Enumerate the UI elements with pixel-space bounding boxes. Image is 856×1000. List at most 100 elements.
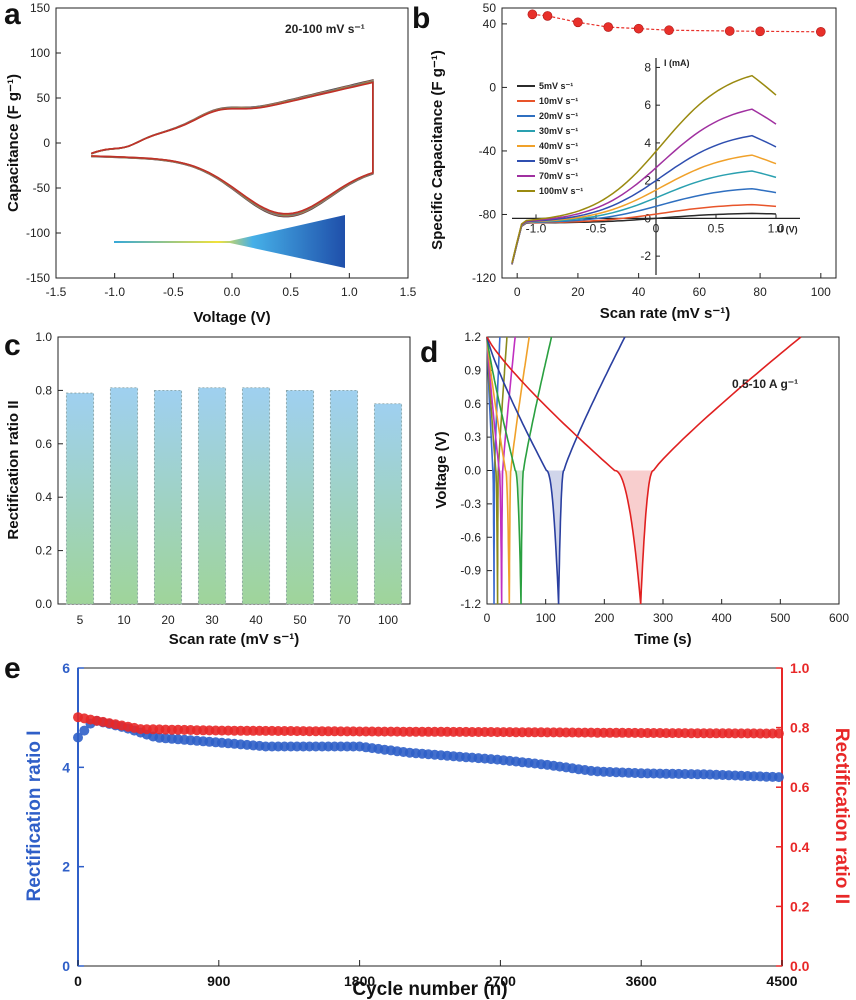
panel-e-x-tick-label: 3600 bbox=[626, 973, 657, 989]
panel-b-x-label: Scan rate (mV s⁻¹) bbox=[600, 305, 730, 322]
panel-label-b: b bbox=[412, 2, 430, 35]
panel-d-x-tick-label: 200 bbox=[594, 611, 614, 625]
panel-e-x-tick-label: 900 bbox=[207, 973, 231, 989]
panel-e-left-tick-label: 6 bbox=[62, 660, 70, 676]
panel-a-y-tick-label: -50 bbox=[33, 181, 51, 195]
panel-c-x-tick-label: 50 bbox=[293, 613, 307, 627]
panel-label-c: c bbox=[4, 329, 21, 362]
panel-d-y-tick-label: -0.3 bbox=[460, 497, 481, 511]
legend-entry: 70mV s⁻¹ bbox=[539, 171, 578, 181]
panel-b-data-point bbox=[603, 22, 614, 32]
panel-e-data-point bbox=[773, 772, 784, 783]
panel-e-data-point bbox=[79, 725, 90, 736]
panel-d-gcd-curve bbox=[486, 336, 553, 605]
inset-iv-curve bbox=[511, 154, 777, 264]
panel-label-d: d bbox=[420, 336, 438, 369]
panel-b-data-point bbox=[755, 26, 765, 37]
legend-entry: 40mV s⁻¹ bbox=[539, 141, 578, 151]
panel-c-x-tick-label: 70 bbox=[337, 613, 351, 627]
panel-a-x-tick-label: 1.5 bbox=[400, 285, 417, 299]
panel-b-y-tick-label: 50 bbox=[483, 1, 497, 15]
inset-x-tick-label: -0.5 bbox=[586, 221, 607, 235]
panel-c-bar bbox=[329, 389, 359, 605]
panel-e-frame bbox=[77, 667, 783, 967]
panel-a-annotation: 20-100 mV s⁻¹ bbox=[285, 22, 365, 36]
legend-entry: 50mV s⁻¹ bbox=[539, 156, 578, 166]
panel-c-bar bbox=[109, 387, 139, 605]
panel-e-left-tick-label: 0 bbox=[62, 958, 70, 974]
panel-d-gcd-curve bbox=[486, 336, 802, 605]
inset-y-tick-label: 4 bbox=[644, 136, 651, 150]
panel-c-bar bbox=[241, 387, 271, 605]
panel-d-gcd-curves: 0 100 200 300 400 500 600 -1.2 -0.9 -0.6 -0.3 0.0 0.… bbox=[433, 330, 849, 648]
inset-y-tick-label: 2 bbox=[644, 174, 651, 188]
panel-b-frame bbox=[501, 7, 837, 279]
panel-b-y-tick-label: -80 bbox=[479, 207, 497, 221]
panel-e-left-y-label: Rectification ratio I bbox=[24, 730, 45, 901]
panel-d-x-label: Time (s) bbox=[634, 631, 691, 648]
panel-c-bar bbox=[153, 389, 183, 605]
panel-a-y-tick-label: 100 bbox=[30, 46, 50, 60]
panel-a-x-tick-label: 0.0 bbox=[224, 285, 241, 299]
panel-b-data-point bbox=[664, 25, 674, 36]
panel-c-x-tick-label: 40 bbox=[249, 613, 263, 627]
panel-e-right-y-label: Rectification ratio II bbox=[831, 728, 852, 904]
panel-e-right-tick-label: 0.8 bbox=[790, 720, 810, 736]
inset-x-label: U (V) bbox=[777, 224, 798, 234]
legend-entry: 30mV s⁻¹ bbox=[539, 126, 578, 136]
inset-iv-curve bbox=[511, 108, 777, 264]
panel-c-bar bbox=[65, 392, 95, 605]
panel-d-x-tick-label: 0 bbox=[484, 611, 491, 625]
panel-b-x-tick-label: 80 bbox=[753, 285, 767, 299]
panel-a-x-tick-label: -1.0 bbox=[104, 285, 125, 299]
panel-e-x-label: Cycle number (n) bbox=[352, 979, 507, 1000]
panel-d-gcd-curve bbox=[486, 336, 530, 605]
panel-c-x-tick-label: 30 bbox=[205, 613, 219, 627]
panel-d-x-tick-label: 600 bbox=[829, 611, 849, 625]
panel-b-y-tick-label: 0 bbox=[489, 80, 496, 94]
panel-c-y-label: Rectification ratio II bbox=[5, 400, 22, 539]
panel-a-x-tick-label: 0.5 bbox=[282, 285, 299, 299]
panel-d-x-tick-label: 100 bbox=[536, 611, 556, 625]
panel-d-gcd-curve bbox=[486, 336, 626, 605]
inset-y-tick-label: -2 bbox=[640, 249, 651, 263]
panel-b-x-tick-label: 40 bbox=[632, 285, 646, 299]
panel-d-gcd-curve bbox=[486, 336, 516, 605]
inset-y-tick-label: 6 bbox=[644, 98, 651, 112]
panel-b-data-point bbox=[816, 27, 826, 37]
panel-e-cycling-stability: 0 900 1800 2700 3600 4500 0 2 4 6 0.0 0.2 0.4 0.6 0.8 1… bbox=[24, 660, 852, 1000]
panel-d-shaded-region bbox=[546, 470, 564, 604]
legend-entry: 20mV s⁻¹ bbox=[539, 111, 578, 121]
panel-c-frame bbox=[57, 336, 411, 605]
panel-a-y-tick-label: 50 bbox=[37, 91, 51, 105]
panel-d-y-tick-label: 1.2 bbox=[464, 330, 481, 344]
panel-c-rectification-bars: 0.0 0.2 0.4 0.6 0.8 1.0 5 10 20 30 40 50 70 100 Scan … bbox=[5, 330, 411, 648]
panel-d-x-tick-label: 300 bbox=[653, 611, 673, 625]
panel-c-x-tick-label: 5 bbox=[77, 613, 84, 627]
panel-d-x-tick-label: 500 bbox=[770, 611, 790, 625]
panel-b-specific-capacitance: 0 20 40 60 80 100 -120 -80 -40 0 40 50 -1.0 -0.5 0 0.5… bbox=[429, 1, 837, 322]
panel-d-x-tick-label: 400 bbox=[712, 611, 732, 625]
ratio-II-series bbox=[73, 712, 784, 739]
panel-e-left-tick-label: 4 bbox=[62, 759, 70, 775]
inset-x-tick-label: -1.0 bbox=[526, 221, 547, 235]
panel-c-y-tick-label: 0.8 bbox=[35, 383, 52, 397]
panel-e-left-tick-label: 2 bbox=[62, 859, 70, 875]
panel-c-bar bbox=[373, 403, 403, 605]
panel-b-y-tick-label: -40 bbox=[479, 144, 497, 158]
legend-entry: 5mV s⁻¹ bbox=[539, 81, 573, 91]
panel-a-y-tick-label: -100 bbox=[26, 226, 50, 240]
scan-rate-gradient-arrow bbox=[114, 215, 345, 268]
panel-a-cv-curves: -1.5 -1.0 -0.5 0.0 0.5 1.0 1.5 -150 -100 -50 0 50 10… bbox=[5, 1, 417, 326]
panel-label-a: a bbox=[4, 0, 21, 31]
panel-c-x-tick-label: 100 bbox=[378, 613, 398, 627]
inset-x-tick-label: 1.0 bbox=[768, 221, 785, 235]
panel-c-y-tick-label: 0.0 bbox=[35, 597, 52, 611]
panel-d-y-tick-label: 0.9 bbox=[464, 363, 481, 377]
panel-e-x-tick-label: 0 bbox=[74, 973, 82, 989]
panel-d-y-label: Voltage (V) bbox=[433, 431, 450, 508]
panel-e-x-tick-label: 1800 bbox=[344, 973, 375, 989]
panel-c-y-tick-label: 0.2 bbox=[35, 544, 52, 558]
panel-b-data-point bbox=[527, 9, 538, 20]
